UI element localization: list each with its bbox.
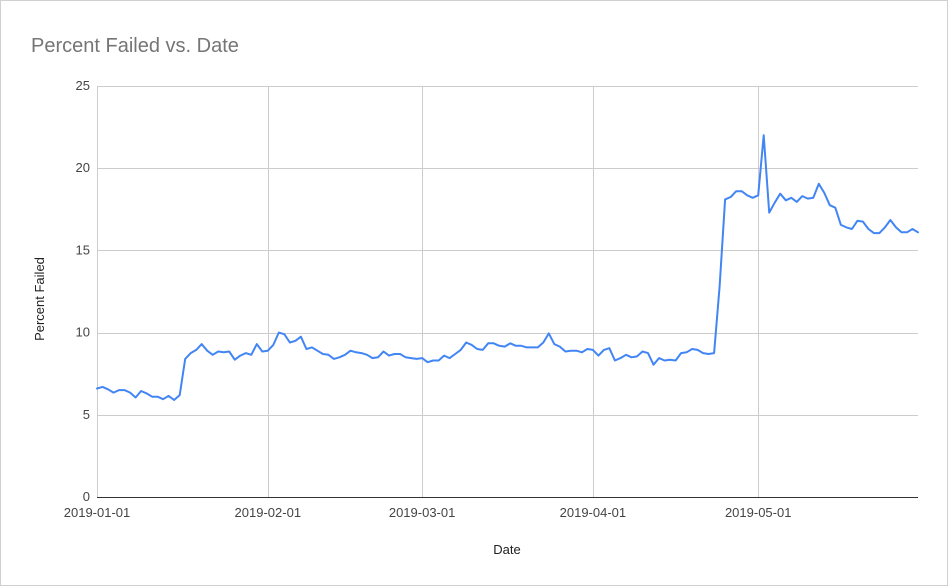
x-tick-label: 2019-02-01 bbox=[235, 505, 302, 520]
x-tick-label: 2019-05-01 bbox=[725, 505, 792, 520]
x-tick-label: 2019-03-01 bbox=[389, 505, 456, 520]
y-tick-label: 20 bbox=[76, 160, 90, 175]
y-tick-label: 15 bbox=[76, 242, 90, 257]
y-axis-label: Percent Failed bbox=[32, 257, 47, 341]
y-tick-label: 0 bbox=[83, 489, 90, 504]
series-layer bbox=[96, 134, 919, 401]
x-tick-label: 2019-04-01 bbox=[560, 505, 627, 520]
x-tick-label: 2019-01-01 bbox=[64, 505, 131, 520]
x-axis-label: Date bbox=[493, 542, 520, 557]
y-tick-labels: 0 5 10 15 20 25 bbox=[76, 78, 90, 504]
y-tick-label: 5 bbox=[83, 407, 90, 422]
y-tick-label: 25 bbox=[76, 78, 90, 93]
grid-layer bbox=[97, 86, 918, 498]
chart-title: Percent Failed vs. Date bbox=[31, 35, 239, 57]
y-tick-label: 10 bbox=[76, 325, 90, 340]
series-line bbox=[96, 134, 919, 401]
x-tick-labels: 2019-01-01 2019-02-01 2019-03-01 2019-04-01… bbox=[64, 505, 792, 520]
